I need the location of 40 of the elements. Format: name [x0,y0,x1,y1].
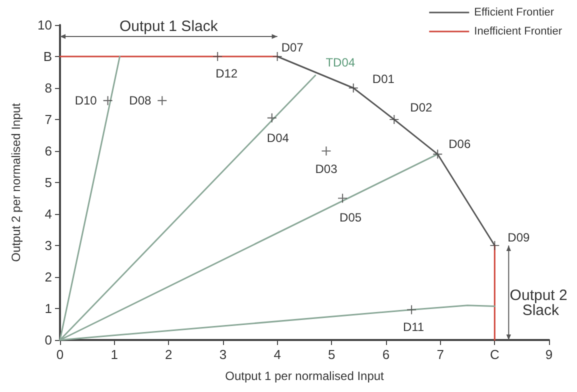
annotation: D04 [266,130,290,145]
x-tick-label: 9 [545,347,553,362]
annotation: D06 [448,137,471,152]
x-tick-label: 1 [110,347,118,362]
annotation: D05 [340,210,362,224]
x-axis-title: Output 1 per normalised Input [225,369,385,383]
x-tick-label: 4 [274,347,281,362]
annotation: D07 [281,40,304,54]
y-tick-label: 8 [44,80,52,96]
x-tick-label: 0 [56,347,64,362]
x-tick-label: 6 [382,347,390,362]
y-axis-title: Output 2 per normalised Input [9,102,23,262]
y-tick-label: 0 [44,332,52,348]
annotation: Output 2 Slack [510,286,572,319]
y-tick-label: 7 [44,112,52,127]
annotation: D08 [129,94,152,108]
annotation: Output 1 Slack [119,18,218,35]
y-tick-label: 1 [44,301,52,316]
annotation: D03 [315,162,338,176]
y-tick-label: 4 [44,206,52,222]
legend-label: Efficient Frontier [474,6,554,18]
annotation: TD04 [326,55,356,70]
y-tick-label: 6 [44,144,52,158]
x-tick-label: 3 [219,347,227,362]
x-tick-label: 2 [165,347,172,362]
annotation: D02 [410,100,432,114]
y-tick-label: 3 [44,238,52,253]
y-tick-label: 10 [38,18,52,32]
x-tick-label: 7 [436,347,444,362]
y-tick-label: 2 [44,270,52,284]
x-tick-label: 5 [328,347,336,362]
annotation: D01 [372,72,395,86]
x-tick-label: C [490,347,500,362]
y-tick-label: B [43,49,52,64]
annotation: D12 [216,66,238,80]
annotation: D09 [508,230,530,244]
annotation: D11 [402,320,424,334]
legend-label: Inefficient Frontier [474,26,562,38]
y-tick-label: 5 [44,175,52,190]
annotation: D10 [74,94,98,108]
